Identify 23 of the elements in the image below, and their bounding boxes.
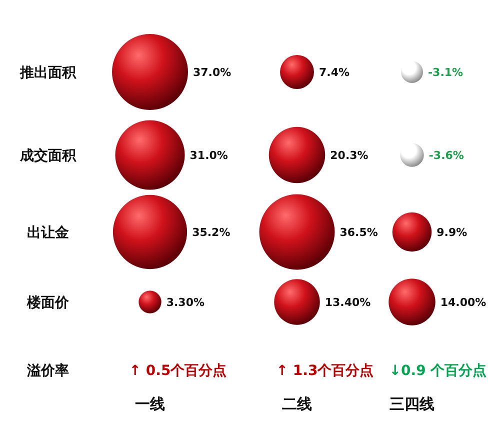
text: 出让金	[27, 225, 70, 241]
data-label: ↑ 1.3个百分点	[276, 363, 374, 379]
category-label: 三四线	[390, 395, 434, 413]
data-label: ↓0.9 个百分点	[389, 363, 487, 379]
data-label: 37.0%	[193, 66, 232, 79]
data-label: 14.00%	[440, 296, 486, 309]
data-label: -3.6%	[428, 149, 464, 162]
data-label: 36.5%	[340, 226, 378, 239]
data-label: 35.2%	[192, 226, 230, 239]
data-label: 3.30%	[166, 296, 205, 309]
data-label: 31.0%	[190, 149, 228, 162]
data-label: 9.9%	[436, 226, 468, 239]
data-label: ↑ 0.5个百分点	[129, 363, 227, 379]
text: 楼面价	[26, 295, 70, 311]
text: 推出面积	[19, 65, 77, 81]
data-label: 20.3%	[330, 149, 368, 162]
text: 溢价率	[26, 362, 69, 379]
data-label: 7.4%	[318, 66, 350, 79]
category-label: 一线	[135, 395, 165, 413]
text: 成交面积	[19, 147, 77, 164]
category-label: 二线	[282, 395, 312, 413]
data-label: 13.40%	[324, 296, 371, 309]
data-label: -3.1%	[428, 66, 464, 79]
